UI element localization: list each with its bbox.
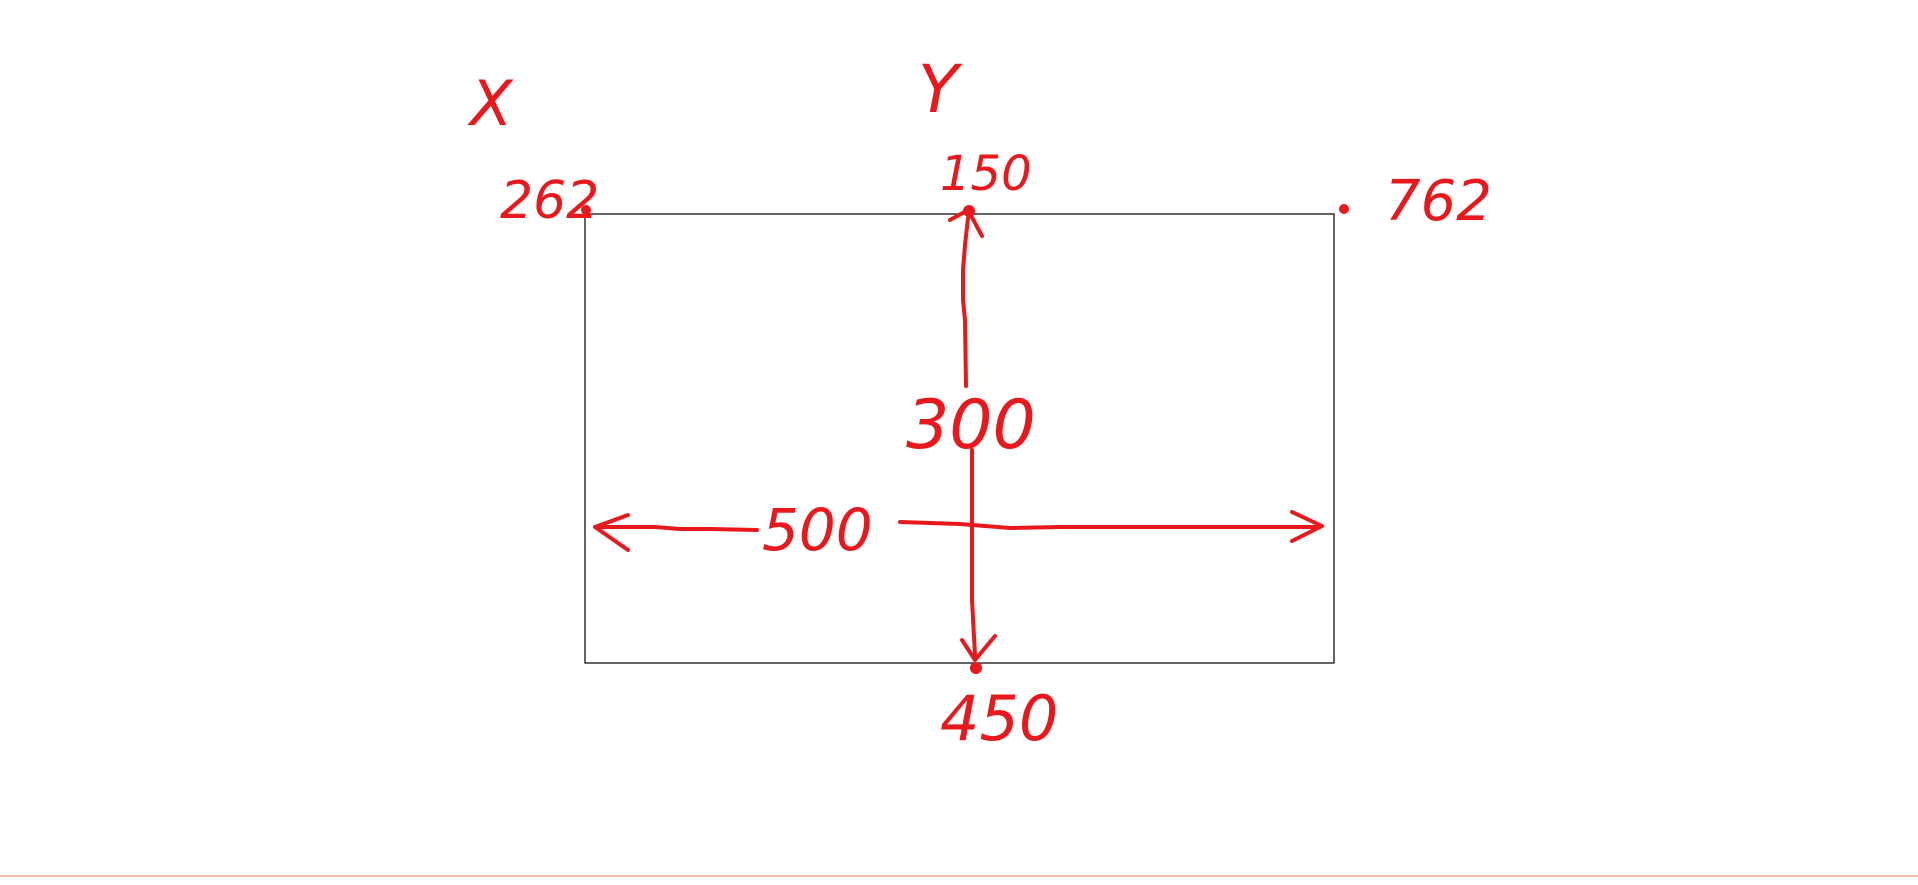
top-left-x-value: 262	[500, 171, 599, 231]
y-axis-label: Y	[918, 51, 963, 128]
height-arrow-upper	[961, 216, 970, 388]
width-arrowhead-right	[1290, 510, 1324, 543]
width-dimension-label: 500	[762, 496, 873, 564]
height-arrowhead-down	[960, 634, 997, 662]
height-arrowhead-up	[948, 208, 984, 238]
bottom-y-value: 450	[940, 682, 1058, 755]
bottom-mid-dot	[970, 662, 982, 674]
top-y-value: 150	[940, 146, 1032, 202]
corner-dot-top-left	[581, 205, 591, 215]
width-arrow-left	[596, 525, 759, 532]
height-dimension-label: 300	[906, 386, 1036, 465]
x-axis-label: X	[467, 67, 514, 140]
top-right-x-value: 762	[1385, 169, 1492, 234]
height-arrow-lower	[970, 448, 977, 657]
bottom-divider	[0, 875, 1918, 877]
width-arrow-right	[898, 520, 1322, 530]
corner-dot-top-right	[1339, 204, 1349, 214]
width-arrowhead-left	[593, 513, 630, 552]
